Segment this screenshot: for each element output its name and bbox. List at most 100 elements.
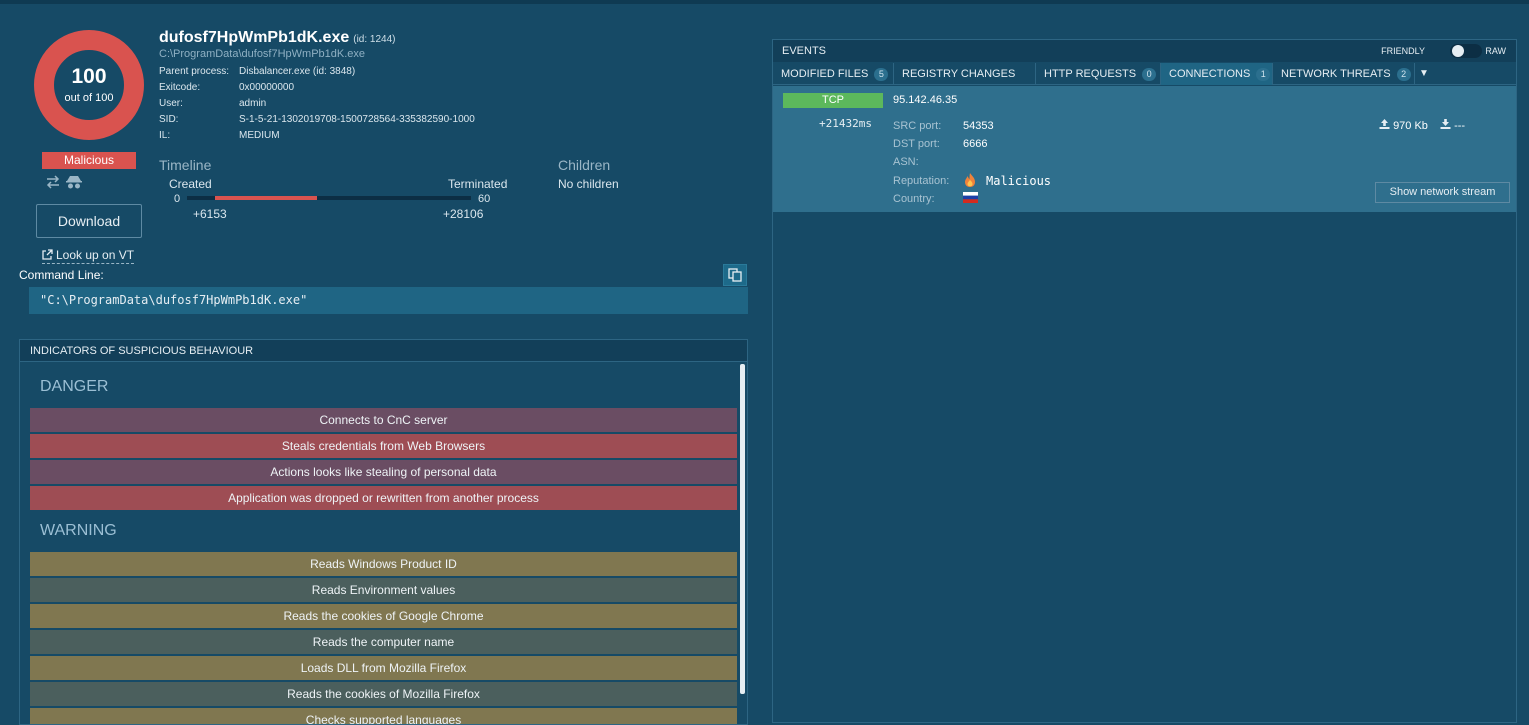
copy-icon [728,268,742,282]
exitcode-value: 0x00000000 [239,82,295,93]
tab-count: 1 [1256,68,1271,81]
toggle-knob [1452,45,1464,57]
copy-button[interactable] [723,264,747,286]
indicator-item[interactable]: Reads Environment values [30,578,737,602]
tab-label: REGISTRY CHANGES [902,68,1016,80]
events-header: EVENTS FRIENDLY RAW [773,40,1516,62]
timeline-terminated-ms: +28106 [443,207,484,221]
timeline-created-ms: +6153 [193,207,227,221]
tab-label: NETWORK THREATS [1281,68,1391,80]
indicator-item[interactable]: Connects to CnC server [30,408,737,432]
timeline-title: Timeline [159,157,212,173]
network-arrows-icon [46,175,60,189]
indicator-item[interactable]: Reads the cookies of Mozilla Firefox [30,682,737,706]
spy-icon [66,176,82,189]
tab-count: 5 [874,68,889,81]
friendly-label: FRIENDLY [1381,46,1425,56]
tab-count: 0 [1142,68,1157,81]
process-id: (id: 1244) [353,34,396,45]
upload-icon [1379,119,1390,129]
tag-icons [46,175,82,189]
verdict-badge: Malicious [42,152,136,169]
tab-count: 2 [1396,68,1411,81]
indicator-item[interactable]: Loads DLL from Mozilla Firefox [30,656,737,680]
reputation-label: Reputation: [893,175,950,187]
user-value: admin [239,98,267,109]
parent-process-label: Parent process: [159,66,230,77]
download-button[interactable]: Download [36,204,142,238]
danger-title: DANGER [40,378,109,395]
src-port-label: SRC port: [893,120,942,132]
asn-label: ASN: [893,156,919,168]
fire-icon [965,173,975,187]
connection-row[interactable]: TCP 95.142.46.35 +21432ms SRC port: 5435… [773,86,1516,212]
indicator-item[interactable]: Checks supported languages [30,708,737,724]
process-path: C:\ProgramData\dufosf7HpWmPb1dK.exe [159,48,366,60]
command-line-label: Command Line: [19,268,104,282]
tab-network-threats[interactable]: NETWORK THREATS 2 [1273,63,1415,85]
tab-registry-changes[interactable]: REGISTRY CHANGES0 [894,63,1036,103]
indicator-item[interactable]: Reads the cookies of Google Chrome [30,604,737,628]
indicators-title: INDICATORS OF SUSPICIOUS BEHAVIOUR [20,340,747,362]
score-ring [34,30,144,140]
russia-flag-icon [963,192,978,203]
country-label: Country: [893,193,935,205]
command-line-value[interactable]: "C:\ProgramData\dufosf7HpWmPb1dK.exe" [29,287,748,314]
connection-time: +21432ms [819,117,872,130]
reputation-value: Malicious [986,174,1052,188]
tab-http-requests[interactable]: HTTP REQUESTS 0 [1036,63,1161,85]
warning-title: WARNING [40,522,117,539]
score-out-of: out of 100 [64,92,114,104]
tab-label: CONNECTIONS [1169,68,1251,80]
indicators-scrollbar[interactable] [740,364,745,694]
indicator-item[interactable]: Actions looks like stealing of personal … [30,460,737,484]
indicator-item[interactable]: Reads the computer name [30,630,737,654]
timeline-fill [215,196,317,200]
view-mode-toggle[interactable] [1450,44,1482,58]
download-value: --- [1454,120,1466,132]
user-label: User: [159,98,183,109]
timeline-terminated-label: Terminated [448,177,508,191]
indicator-item[interactable]: Application was dropped or rewritten fro… [30,486,737,510]
tab-modified-files[interactable]: MODIFIED FILES 5 [773,63,894,85]
events-panel: EVENTS FRIENDLY RAW MODIFIED FILES 5 REGI… [772,39,1517,723]
process-name: dufosf7HpWmPb1dK.exe (id: 1244) [159,29,396,47]
dst-port-label: DST port: [893,138,940,150]
timeline-start: 0 [174,193,181,205]
lookup-vt-label: Look up on VT [56,248,135,262]
upload-value: 970 Kb [1393,120,1428,132]
il-label: IL: [159,130,171,141]
indicator-item[interactable]: Steals credentials from Web Browsers [30,434,737,458]
indicator-item[interactable]: Reads Windows Product ID [30,552,737,576]
show-network-stream-button[interactable]: Show network stream [1375,182,1510,203]
timeline-track [187,196,471,200]
children-value: No children [558,177,619,191]
tab-label: HTTP REQUESTS [1044,68,1137,80]
src-port-value: 54353 [963,120,994,132]
lookup-vt-link[interactable]: Look up on VT [42,248,135,264]
protocol-badge: TCP [783,93,883,108]
sid-value: S-1-5-21-1302019708-1500728564-335382590… [239,114,475,125]
score-value: 100 [71,65,107,88]
download-icon [1440,119,1451,129]
raw-label: RAW [1485,46,1506,56]
sid-label: SID: [159,114,179,125]
il-value: MEDIUM [239,130,280,141]
dst-port-value: 6666 [963,138,988,150]
exitcode-label: Exitcode: [159,82,201,93]
children-title: Children [558,157,611,173]
tabs-more-chevron-icon[interactable]: ▼ [1419,68,1429,79]
connection-ip: 95.142.46.35 [893,94,958,106]
parent-process-value: Disbalancer.exe (id: 3848) [239,66,356,77]
upload-stat: 970 Kb [1379,119,1428,132]
tab-label: MODIFIED FILES [781,68,869,80]
external-link-icon [42,249,53,260]
timeline-created-label: Created [169,177,212,191]
events-title: EVENTS [782,45,827,57]
tab-connections[interactable]: CONNECTIONS 1 [1161,63,1273,85]
process-name-text: dufosf7HpWmPb1dK.exe [159,29,350,46]
timeline-end: 60 [478,193,491,205]
download-stat: --- [1440,119,1465,132]
indicators-panel: INDICATORS OF SUSPICIOUS BEHAVIOUR DANGE… [19,339,748,725]
